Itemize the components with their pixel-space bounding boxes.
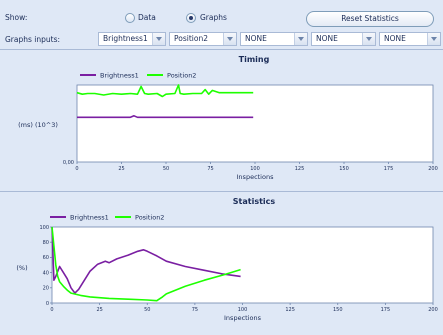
graph-input-combo-1-value: Brightness1 bbox=[103, 34, 148, 43]
graph-input-combo-3[interactable]: NONE bbox=[240, 32, 308, 46]
x-axis-label: Inspections bbox=[237, 173, 275, 181]
x-tick-label: 100 bbox=[250, 166, 260, 172]
x-tick-label: 175 bbox=[381, 307, 391, 313]
reset-statistics-button[interactable]: Reset Statistics bbox=[306, 11, 434, 27]
data-radio[interactable] bbox=[125, 13, 135, 23]
graph-input-combo-1[interactable]: Brightness1 bbox=[98, 32, 166, 46]
legend-label: Position2 bbox=[167, 72, 196, 80]
y-tick-label: 0 bbox=[46, 301, 49, 307]
x-tick-label: 75 bbox=[192, 307, 198, 313]
graph-input-combo-3-value: NONE bbox=[245, 34, 267, 43]
y-tick-label: 80 bbox=[43, 240, 49, 246]
x-tick-label: 175 bbox=[384, 166, 394, 172]
x-tick-label: 50 bbox=[163, 166, 169, 172]
x-tick-label: 25 bbox=[118, 166, 124, 172]
chart-divider bbox=[0, 191, 443, 192]
graphs-inputs-label: Graphs inputs: bbox=[5, 35, 61, 44]
y-tick-label: 60 bbox=[43, 255, 49, 261]
x-tick-label: 150 bbox=[333, 307, 343, 313]
x-tick-label: 0 bbox=[50, 307, 53, 313]
y-tick-label: 100 bbox=[39, 225, 49, 231]
plot-area bbox=[51, 226, 434, 304]
graph-input-combo-2-value: Position2 bbox=[174, 34, 208, 43]
legend-label: Position2 bbox=[135, 214, 164, 222]
chevron-down-icon[interactable] bbox=[152, 33, 165, 45]
chart-title: Timing bbox=[239, 55, 270, 64]
graph-input-combo-5[interactable]: NONE bbox=[379, 32, 441, 46]
x-tick-label: 200 bbox=[428, 166, 438, 172]
x-tick-label: 125 bbox=[295, 166, 305, 172]
graphs-radio-label[interactable]: Graphs bbox=[200, 13, 227, 22]
chevron-down-icon[interactable] bbox=[294, 33, 307, 45]
legend-label: Brightness1 bbox=[100, 72, 139, 80]
x-tick-label: 50 bbox=[144, 307, 150, 313]
x-tick-label: 200 bbox=[428, 307, 438, 313]
y-tick-label: 0,00 bbox=[63, 160, 74, 166]
chevron-down-icon[interactable] bbox=[362, 33, 375, 45]
graph-input-combo-5-value: NONE bbox=[384, 34, 406, 43]
x-tick-label: 0 bbox=[75, 166, 78, 172]
graph-input-combo-4-value: NONE bbox=[316, 34, 338, 43]
y-axis-label: (%) bbox=[16, 264, 27, 272]
y-axis-label: (ms) (10^3) bbox=[18, 121, 58, 129]
x-axis-label: Inspections bbox=[224, 314, 262, 322]
series-line-brightness1 bbox=[51, 226, 241, 294]
x-tick-label: 150 bbox=[339, 166, 349, 172]
y-tick-label: 40 bbox=[43, 270, 49, 276]
chart-title: Statistics bbox=[233, 197, 276, 206]
show-label: Show: bbox=[5, 13, 28, 22]
series-line-position2 bbox=[51, 226, 241, 302]
toolbar-divider bbox=[0, 49, 443, 50]
series-line-position2 bbox=[76, 84, 254, 98]
x-tick-label: 100 bbox=[238, 307, 248, 313]
x-tick-label: 75 bbox=[207, 166, 213, 172]
series-line-brightness1 bbox=[77, 115, 254, 119]
plot-area bbox=[76, 84, 434, 163]
data-radio-label[interactable]: Data bbox=[138, 13, 156, 22]
legend-label: Brightness1 bbox=[70, 214, 109, 222]
x-tick-label: 125 bbox=[285, 307, 295, 313]
graph-input-combo-4[interactable]: NONE bbox=[311, 32, 376, 46]
statistics-chart: Statistics Brightness1 Position2 (%) 0 25 50 75… bbox=[16, 197, 438, 322]
timing-chart: Timing Brightness1 Position2 (ms) (10^3) 0 25… bbox=[18, 55, 438, 181]
chevron-down-icon[interactable] bbox=[427, 33, 440, 45]
graph-input-combo-2[interactable]: Position2 bbox=[169, 32, 237, 46]
graphs-radio[interactable] bbox=[186, 13, 196, 23]
chevron-down-icon[interactable] bbox=[223, 33, 236, 45]
y-tick-label: 20 bbox=[43, 286, 49, 292]
x-tick-label: 25 bbox=[96, 307, 102, 313]
